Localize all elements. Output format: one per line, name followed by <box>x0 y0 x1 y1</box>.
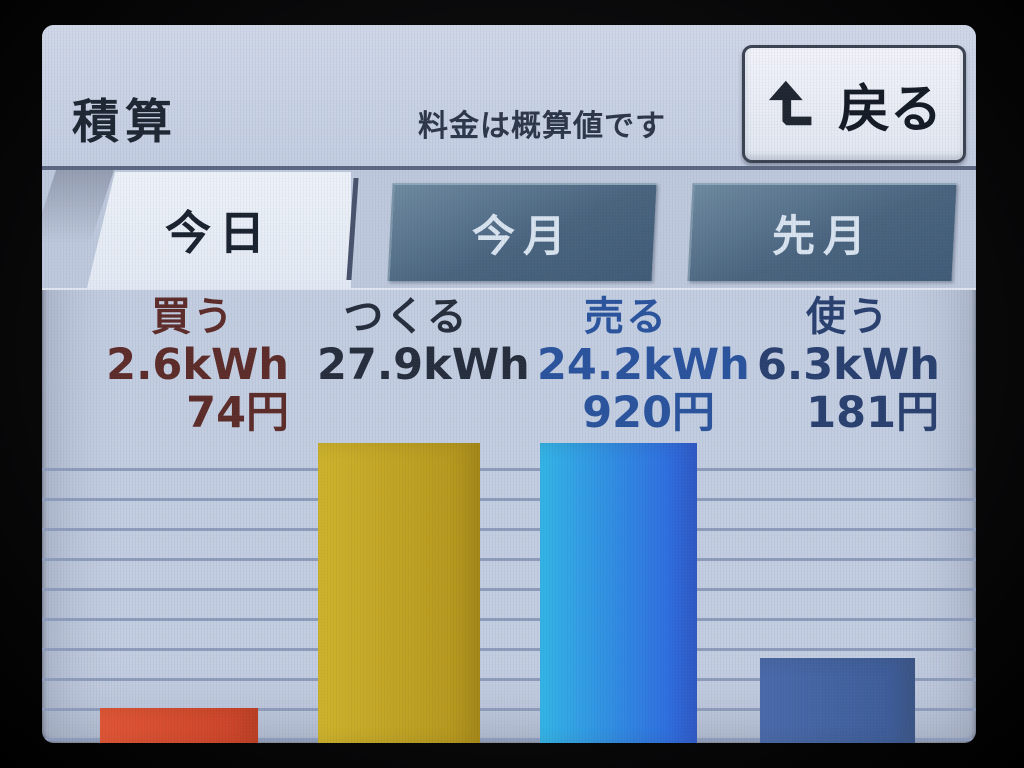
tab-this-month-label: 今月 <box>471 212 574 262</box>
chart-area <box>42 441 976 743</box>
stat-category-label: つくる <box>343 294 469 340</box>
return-up-arrow-icon <box>766 75 824 133</box>
stat-category-label: 売る <box>584 294 668 340</box>
header: 積算 料金は概算値です 戻る <box>42 25 976 170</box>
stat-price-value: 74円 <box>186 388 289 438</box>
stat-price-value: 920円 <box>582 388 715 438</box>
bar-buy <box>100 707 258 743</box>
back-button-label: 戻る <box>837 79 942 140</box>
tab-today[interactable]: 今日 <box>87 172 351 288</box>
stat-column-sell: 売る 24.2kWh 920円 <box>537 293 750 441</box>
stat-category-label: 買う <box>151 294 235 340</box>
bar-generate <box>318 443 480 743</box>
stat-kwh-value: 24.2kWh <box>537 340 750 390</box>
tab-this-month[interactable]: 今月 <box>387 183 657 281</box>
screen: 積算 料金は概算値です 戻る 今日 今月 先月 <box>42 25 976 743</box>
tab-last-month[interactable]: 先月 <box>687 183 957 281</box>
stat-column-generate: つくる 27.9kWh <box>317 293 530 441</box>
tab-last-month-label: 先月 <box>771 212 874 262</box>
bar-use <box>760 657 915 743</box>
fee-disclaimer-note: 料金は概算値です <box>418 109 666 144</box>
stat-kwh-value: 27.9kWh <box>317 340 530 390</box>
stat-price-value: 181円 <box>806 388 939 438</box>
back-button[interactable]: 戻る <box>742 45 966 163</box>
bar-sell <box>540 443 697 743</box>
stat-kwh-value: 2.6kWh <box>106 340 289 390</box>
period-tabbar: 今日 今月 先月 <box>42 170 976 290</box>
stat-kwh-value: 6.3kWh <box>757 340 940 390</box>
stats-row: 買う 2.6kWh 74円 つくる 27.9kWh 売る 24.2kWh 920… <box>42 293 976 441</box>
header-divider <box>42 166 976 170</box>
stat-column-use: 使う 6.3kWh 181円 <box>757 293 940 441</box>
page-title: 積算 <box>72 95 178 150</box>
tab-today-label: 今日 <box>165 206 273 260</box>
stat-column-buy: 買う 2.6kWh 74円 <box>97 293 289 441</box>
stat-category-label: 使う <box>806 294 890 340</box>
